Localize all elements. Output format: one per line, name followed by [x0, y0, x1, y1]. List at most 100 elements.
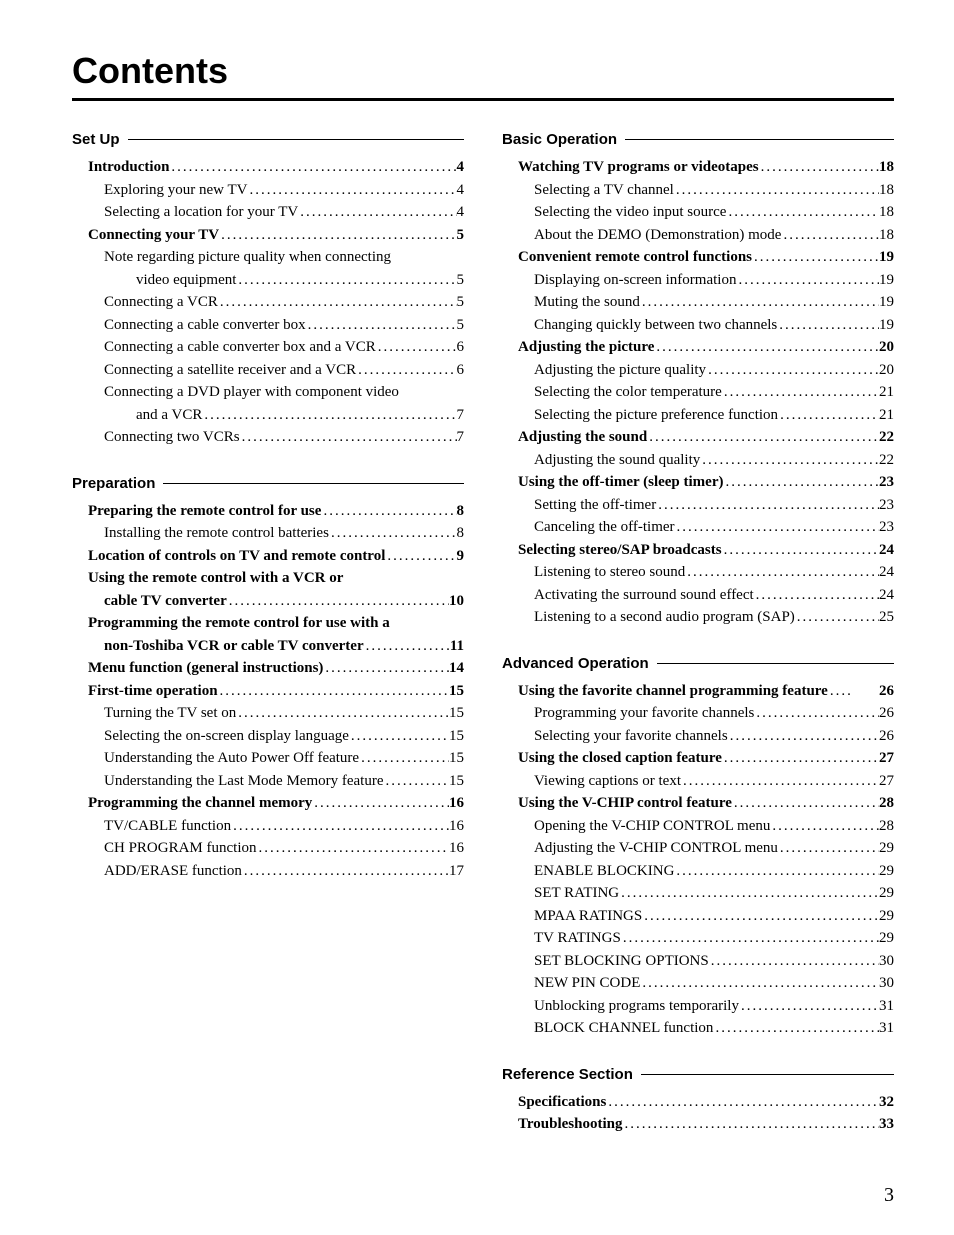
toc-entry-page: 31 — [879, 995, 894, 1018]
toc-leader-dots: ........................................… — [236, 702, 449, 725]
toc-leader-dots: ........................................… — [619, 882, 879, 905]
toc-entry-text: Muting the sound — [534, 291, 640, 314]
page-number: 3 — [884, 1184, 894, 1207]
toc-entry-text: Listening to stereo sound — [534, 561, 685, 584]
toc-entry-text: cable TV converter — [104, 590, 227, 613]
toc-entry-page: 24 — [879, 561, 894, 584]
toc-entry: Opening the V-CHIP CONTROL menu.........… — [502, 815, 894, 838]
toc-entry-text: BLOCK CHANNEL function — [534, 1017, 713, 1040]
toc-entry-page: 6 — [457, 359, 465, 382]
toc-leader-dots: ........................................… — [777, 314, 879, 337]
toc-entry: ADD/ERASE function......................… — [72, 860, 464, 883]
section-heading-label: Set Up — [72, 131, 128, 148]
toc-entry: Activating the surround sound effect....… — [502, 584, 894, 607]
toc-entry-text: Turning the TV set on — [104, 702, 236, 725]
toc-entry: Installing the remote control batteries.… — [72, 522, 464, 545]
toc-entry: TV/CABLE function.......................… — [72, 815, 464, 838]
toc-leader-dots: ........................................… — [227, 590, 449, 613]
toc-entry-text: Exploring your new TV — [104, 179, 247, 202]
toc-leader-dots: ........................................… — [647, 426, 879, 449]
toc-entry: Selecting the video input source........… — [502, 201, 894, 224]
toc-leader-dots: .... — [828, 680, 879, 703]
toc-entry: Adjusting the V-CHIP CONTROL menu.......… — [502, 837, 894, 860]
toc-entry: Connecting a DVD player with component v… — [72, 381, 464, 404]
toc-entry-text: Selecting the picture preference functio… — [534, 404, 778, 427]
toc-entry-page: 22 — [879, 426, 894, 449]
toc-entry-text: ADD/ERASE function — [104, 860, 242, 883]
section-heading-rule — [641, 1074, 894, 1075]
toc-entry: Using the favorite channel programming f… — [502, 680, 894, 703]
toc-entry: Displaying on-screen information........… — [502, 269, 894, 292]
toc-entry-text: Location of controls on TV and remote co… — [88, 545, 385, 568]
toc-entry: Listening to stereo sound...............… — [502, 561, 894, 584]
toc-entry-page: 18 — [879, 156, 894, 179]
toc-entry: ENABLE BLOCKING.........................… — [502, 860, 894, 883]
section-heading-rule — [657, 663, 894, 664]
toc-leader-dots: ........................................… — [674, 179, 879, 202]
toc-entry: Connecting a cable converter box........… — [72, 314, 464, 337]
toc-entry-page: 27 — [879, 747, 894, 770]
toc-entry: Selecting the color temperature.........… — [502, 381, 894, 404]
toc-entry-page: 28 — [879, 815, 894, 838]
section-heading-rule — [625, 139, 894, 140]
toc-entry-text: Note regarding picture quality when conn… — [104, 246, 391, 269]
toc-entry-text: Programming the channel memory — [88, 792, 312, 815]
toc-leader-dots: ........................................… — [385, 545, 456, 568]
toc-entry-page: 27 — [879, 770, 894, 793]
toc-leader-dots: ........................................… — [622, 1113, 879, 1136]
toc-entry-text: ENABLE BLOCKING — [534, 860, 674, 883]
toc-entry-page: 31 — [879, 1017, 894, 1040]
toc-entry: Using the remote control with a VCR or..… — [72, 567, 464, 590]
toc-columns: Set Up Introduction......................… — [72, 131, 894, 1162]
section-heading-rule — [163, 483, 464, 484]
toc-entry: Location of controls on TV and remote co… — [72, 545, 464, 568]
toc-leader-dots: ........................................… — [240, 426, 457, 449]
toc-entry: SET BLOCKING OPTIONS....................… — [502, 950, 894, 973]
toc-entry: MPAA RATINGS............................… — [502, 905, 894, 928]
title-rule — [72, 98, 894, 101]
toc-entry-page: 24 — [879, 539, 894, 562]
toc-entry: Introduction............................… — [72, 156, 464, 179]
toc-entry: TV RATINGS..............................… — [502, 927, 894, 950]
toc-entry-page: 7 — [457, 404, 465, 427]
toc-leader-dots: ........................................… — [722, 539, 879, 562]
toc-entry-page: 23 — [879, 471, 894, 494]
toc-entry-text: Canceling the off-timer — [534, 516, 675, 539]
toc-leader-dots: ........................................… — [675, 516, 879, 539]
toc-entry: Understanding the Last Mode Memory featu… — [72, 770, 464, 793]
toc-entry-text: Selecting the on-screen display language — [104, 725, 349, 748]
toc-entry-text: About the DEMO (Demonstration) mode — [534, 224, 781, 247]
toc-entry-text: Introduction — [88, 156, 169, 179]
toc-entry: cable TV converter......................… — [72, 590, 464, 613]
toc-entry: Muting the sound........................… — [502, 291, 894, 314]
toc-entry-page: 20 — [879, 336, 894, 359]
section-heading-label: Advanced Operation — [502, 655, 657, 672]
toc-entry-text: Selecting a location for your TV — [104, 201, 298, 224]
toc-entry: Canceling the off-timer.................… — [502, 516, 894, 539]
toc-entry-text: Programming your favorite channels — [534, 702, 754, 725]
toc-entry-text: Adjusting the picture — [518, 336, 654, 359]
toc-entry-page: 11 — [450, 635, 464, 658]
toc-leader-dots: ........................................… — [257, 837, 449, 860]
toc-entry: Troubleshooting.........................… — [502, 1113, 894, 1136]
toc-entry-page: 16 — [449, 837, 464, 860]
toc-entry-text: Convenient remote control functions — [518, 246, 752, 269]
toc-entry-page: 24 — [879, 584, 894, 607]
toc-entry-text: Connecting a satellite receiver and a VC… — [104, 359, 356, 382]
toc-entry: and a VCR...............................… — [72, 404, 464, 427]
toc-leader-dots: ........................................… — [724, 471, 880, 494]
toc-section: PreparationPreparing the remote control … — [72, 475, 464, 883]
toc-entry-text: Adjusting the picture quality — [534, 359, 706, 382]
toc-column: Set Up Introduction......................… — [72, 131, 464, 1162]
toc-leader-dots: ........................................… — [376, 336, 457, 359]
toc-leader-dots: ........................................… — [770, 815, 879, 838]
toc-entry-page: 23 — [879, 516, 894, 539]
toc-leader-dots: ........................................… — [384, 770, 450, 793]
toc-leader-dots: ........................................… — [726, 201, 879, 224]
toc-entry-page: 21 — [879, 404, 894, 427]
toc-entry-text: Connecting a VCR — [104, 291, 218, 314]
toc-entry-text: First-time operation — [88, 680, 218, 703]
toc-entry: CH PROGRAM function.....................… — [72, 837, 464, 860]
toc-entry: Setting the off-timer...................… — [502, 494, 894, 517]
toc-entry-page: 19 — [879, 246, 894, 269]
